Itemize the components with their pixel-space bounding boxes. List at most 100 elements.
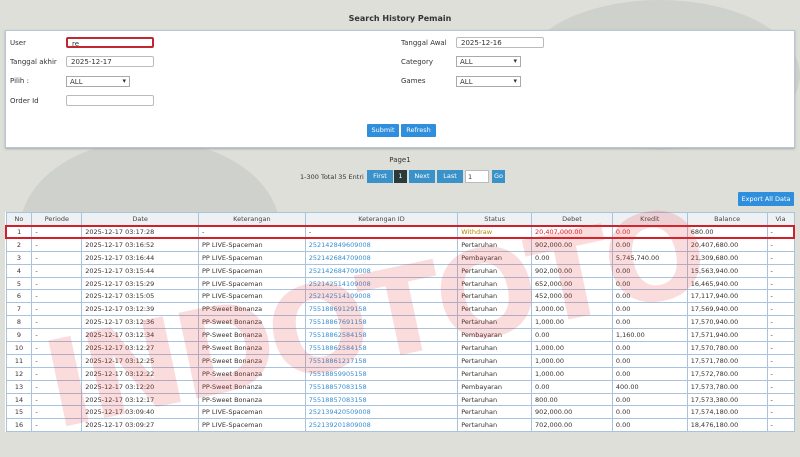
cell-no: 16 [5,418,33,433]
current-page-button[interactable]: 1 [394,170,407,183]
next-page-button[interactable]: Next [409,170,435,183]
cell-via: - [766,353,795,368]
cell-debet: 1,000.00 [531,302,613,317]
page-number-input[interactable]: 1 [465,170,489,183]
cell-date: 2025-12-17 03:15:29 [81,276,199,291]
cell-balance: 18,476,180.00 [686,418,768,433]
cell-status: Pertaruhan [457,353,533,368]
cell-debet: 1,000.00 [531,366,613,381]
first-page-button[interactable]: First [367,170,393,183]
cell-kredit: 0.00 [611,224,688,240]
cell-balance: 17,569,940.00 [686,302,768,317]
cell-kredit: 400.00 [611,379,688,394]
cell-periode: - [31,250,83,265]
cell-keterangan: PP-Sweet Bonanza [198,315,306,330]
tanggal-akhir-input[interactable]: 2025-12-17 [66,56,154,67]
cell-keterangan-id[interactable]: 75518862584158 [304,328,459,343]
go-button[interactable]: Go [492,170,505,183]
category-select[interactable]: ALL [456,56,521,67]
cell-keterangan-id[interactable]: 252142514109008 [304,289,459,304]
cell-keterangan-id: - [304,224,459,240]
cell-keterangan-id[interactable]: 75518861217158 [304,353,459,368]
cell-status: Pertaruhan [457,366,533,381]
export-all-data-button[interactable]: Export All Data [738,192,794,206]
table-row: 2-2025-12-17 03:16:52 PP LIVE-Spaceman 252… [5,237,795,252]
cell-keterangan-id[interactable]: 75518862584158 [304,341,459,355]
pagination-summary: 1-300 Total 35 Entri [300,173,364,181]
cell-balance: 21,309,680.00 [686,250,768,265]
cell-date: 2025-12-17 03:16:52 [81,237,199,252]
cell-no: 13 [5,379,33,394]
cell-keterangan-id[interactable]: 252139420509008 [304,405,459,420]
tanggal-awal-input[interactable]: 2025-12-16 [456,37,544,48]
history-table: No Periode Date Keterangan Keterangan ID Stat… [5,212,795,433]
cell-keterangan-id[interactable]: 252142514109008 [304,276,459,291]
cell-debet: 902,000.00 [531,237,613,252]
cell-status: Pertaruhan [457,237,533,252]
last-page-button[interactable]: Last [437,170,463,183]
page-title: Search History Pemain [348,14,452,23]
refresh-button[interactable]: Refresh [401,124,436,137]
cell-status: Pertaruhan [457,263,533,278]
cell-periode: - [31,224,83,240]
cell-keterangan-id[interactable]: 252142849609008 [304,237,459,252]
cell-kredit: 0.00 [611,302,688,317]
cell-via: - [766,224,795,240]
cell-keterangan-id[interactable]: 252142684709008 [304,250,459,265]
cell-status: Pertaruhan [457,405,533,420]
column-header: Periode [31,212,83,226]
cell-balance: 17,571,780.00 [686,353,768,368]
cell-debet: 1,000.00 [531,315,613,330]
cell-debet: 800.00 [531,392,613,407]
cell-keterangan-id[interactable]: 252139201809008 [304,418,459,433]
cell-keterangan: PP LIVE-Spaceman [198,250,306,265]
cell-keterangan: PP LIVE-Spaceman [198,237,306,252]
cell-no: 12 [5,366,33,381]
cell-keterangan-id[interactable]: 252142684709008 [304,263,459,278]
column-header: No [5,212,33,226]
cell-no: 3 [5,250,33,265]
cell-debet: 1,000.00 [531,341,613,355]
cell-keterangan-id[interactable]: 75518857083158 [304,392,459,407]
cell-no: 1 [5,224,33,240]
table-row: 6-2025-12-17 03:15:05 PP LIVE-Spaceman 252… [5,289,795,304]
cell-keterangan-id[interactable]: 75518857083158 [304,379,459,394]
table-row: 8-2025-12-17 03:12:36 PP-Sweet Bonanza 755… [5,315,795,330]
cell-via: - [766,379,795,394]
column-header: Date [81,212,199,226]
cell-periode: - [31,405,83,420]
cell-status: Pertaruhan [457,315,533,330]
submit-button[interactable]: Submit [367,124,399,137]
games-select[interactable]: ALL [456,76,521,87]
table-row: 13-2025-12-17 03:12:20 PP-Sweet Bonanza 75… [5,379,795,394]
cell-keterangan-id[interactable]: 75518859905158 [304,366,459,381]
cell-debet: 902,000.00 [531,405,613,420]
cell-debet: 452,000.00 [531,289,613,304]
column-header: Debet [531,212,613,226]
cell-kredit: 0.00 [611,353,688,368]
cell-no: 8 [5,315,33,330]
cell-date: 2025-12-17 03:12:25 [81,353,199,368]
cell-periode: - [31,418,83,433]
games-label: Games [401,77,426,85]
cell-periode: - [31,276,83,291]
cell-keterangan: PP LIVE-Spaceman [198,418,306,433]
cell-date: 2025-12-17 03:12:17 [81,392,199,407]
cell-keterangan-id[interactable]: 75518869129158 [304,302,459,317]
cell-balance: 17,573,780.00 [686,379,768,394]
page-label: Page1 [389,156,411,164]
cell-kredit: 1,160.00 [611,328,688,343]
user-input[interactable]: re [66,37,154,48]
pilih-label: Pilih : [10,77,29,85]
cell-balance: 16,465,940.00 [686,276,768,291]
order-id-input[interactable] [66,95,154,106]
cell-status: Pertaruhan [457,289,533,304]
pilih-select[interactable]: ALL [66,76,130,87]
table-row: 14-2025-12-17 03:12:17 PP-Sweet Bonanza 75… [5,392,795,407]
cell-status: Pertaruhan [457,341,533,355]
table-row: 10-2025-12-17 03:12:27 PP-Sweet Bonanza 75… [5,341,795,355]
cell-keterangan: PP LIVE-Spaceman [198,263,306,278]
cell-via: - [766,418,795,433]
cell-keterangan-id[interactable]: 75518867691158 [304,315,459,330]
cell-debet: 0.00 [531,328,613,343]
